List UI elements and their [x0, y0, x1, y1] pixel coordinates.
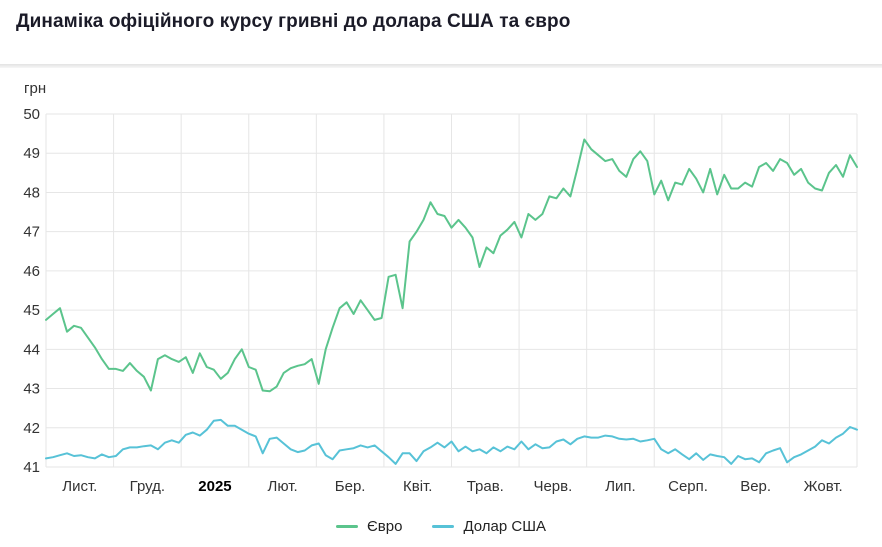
y-tick-label: 47	[23, 224, 40, 241]
y-tick-label: 41	[23, 459, 40, 476]
x-month-label: Вер.	[740, 478, 771, 495]
header-divider	[0, 64, 882, 68]
y-tick-label: 46	[23, 263, 40, 280]
page-title: Динаміка офіційного курсу гривні до дола…	[16, 11, 571, 32]
x-month-label: Черв.	[533, 478, 572, 495]
chart-legend: Євро Долар США	[0, 518, 882, 535]
x-month-label: 2025	[198, 478, 231, 495]
series-line-0[interactable]	[45, 138, 858, 393]
legend-label: Долар США	[463, 518, 546, 535]
x-month-label: Лип.	[605, 478, 636, 495]
y-axis-unit-label: грн	[24, 80, 46, 97]
legend-swatch-icon	[336, 525, 359, 528]
y-tick-label: 50	[23, 106, 40, 123]
y-tick-label: 43	[23, 381, 40, 398]
y-tick-label: 48	[23, 184, 40, 201]
legend-label: Євро	[367, 518, 403, 535]
y-tick-label: 49	[23, 145, 40, 162]
x-month-label: Трав.	[467, 478, 504, 495]
y-tick-label: 42	[23, 420, 40, 437]
x-month-label: Бер.	[335, 478, 366, 495]
x-month-label: Квіт.	[403, 478, 432, 495]
y-tick-label: 45	[23, 302, 40, 319]
x-month-label: Серп.	[668, 478, 708, 495]
legend-item-0[interactable]: Євро	[336, 518, 402, 535]
x-month-label: Жовт.	[804, 478, 843, 495]
x-month-label: Лют.	[267, 478, 297, 495]
x-month-label: Лист.	[62, 478, 97, 495]
x-month-label: Груд.	[130, 478, 165, 495]
legend-item-1[interactable]: Долар США	[432, 518, 546, 535]
series-line-1[interactable]	[45, 418, 858, 465]
y-tick-label: 44	[23, 341, 40, 358]
legend-swatch-icon	[432, 525, 455, 528]
